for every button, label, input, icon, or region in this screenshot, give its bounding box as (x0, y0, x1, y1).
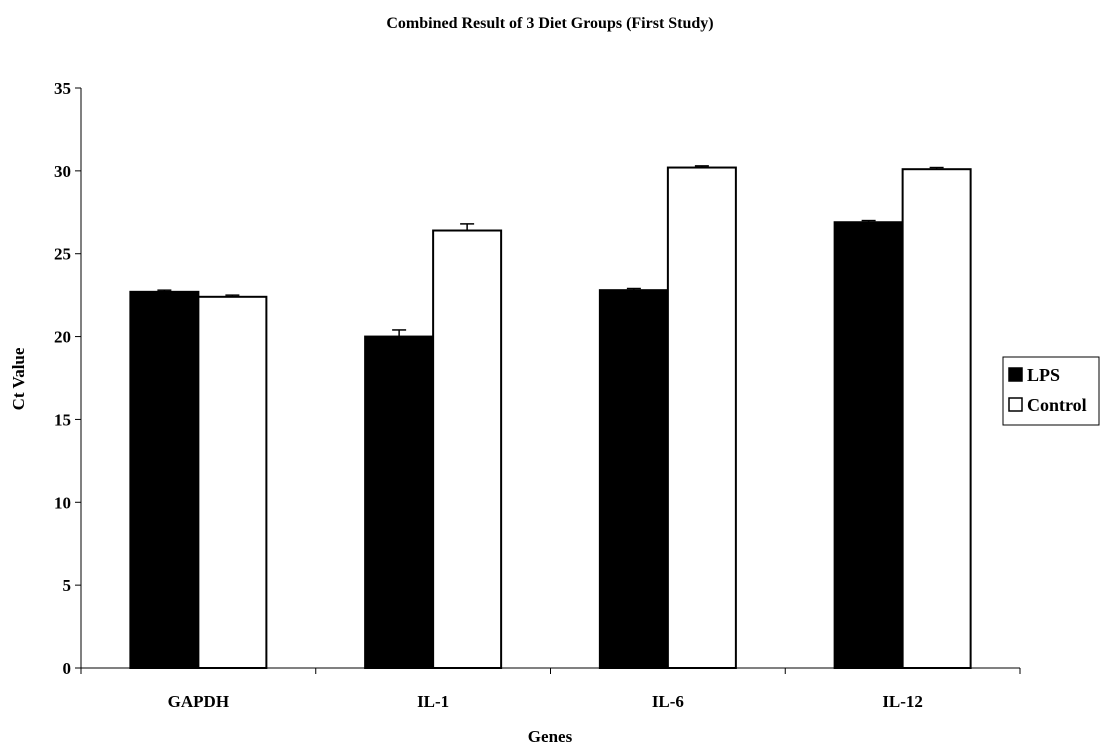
legend-swatch-control (1008, 397, 1023, 412)
bar-control-il-6 (666, 166, 737, 670)
y-tick-label-0: 0 (63, 659, 72, 678)
y-tick-label-20: 20 (54, 328, 71, 347)
y-tick-label-30: 30 (54, 162, 71, 181)
bar-control-il-1 (432, 229, 503, 669)
bar-lps-gapdh (129, 290, 200, 669)
legend-label-control: Control (1027, 395, 1087, 415)
x-tick-label-il-6: IL-6 (652, 692, 684, 711)
x-axis-label: Genes (528, 727, 573, 746)
bar-lps-il-12 (833, 221, 904, 669)
legend: LPS Control (1002, 356, 1100, 426)
bar-control-gapdh (197, 295, 268, 669)
x-tick-label-il-12: IL-12 (882, 692, 923, 711)
y-tick-label-5: 5 (63, 576, 72, 595)
x-tick-label-il-1: IL-1 (417, 692, 449, 711)
legend-swatch-lps (1008, 367, 1023, 382)
y-tick-label-35: 35 (54, 79, 71, 98)
chart-title: Combined Result of 3 Diet Groups (First … (386, 15, 713, 32)
y-tick-label-15: 15 (54, 410, 71, 429)
y-axis-label: Ct Value (9, 347, 28, 410)
y-tick-label-25: 25 (54, 245, 71, 264)
bar-lps-il-1 (364, 335, 435, 669)
x-tick-label-gapdh: GAPDH (168, 692, 229, 711)
plot-area: 0 5 10 15 20 25 30 35 GAPDH IL-1 IL-6 IL-12 (54, 79, 1021, 711)
bar-control-il-12 (901, 168, 972, 669)
y-tick-label-10: 10 (54, 493, 71, 512)
bar-lps-il-6 (598, 289, 669, 669)
legend-label-lps: LPS (1027, 365, 1060, 385)
